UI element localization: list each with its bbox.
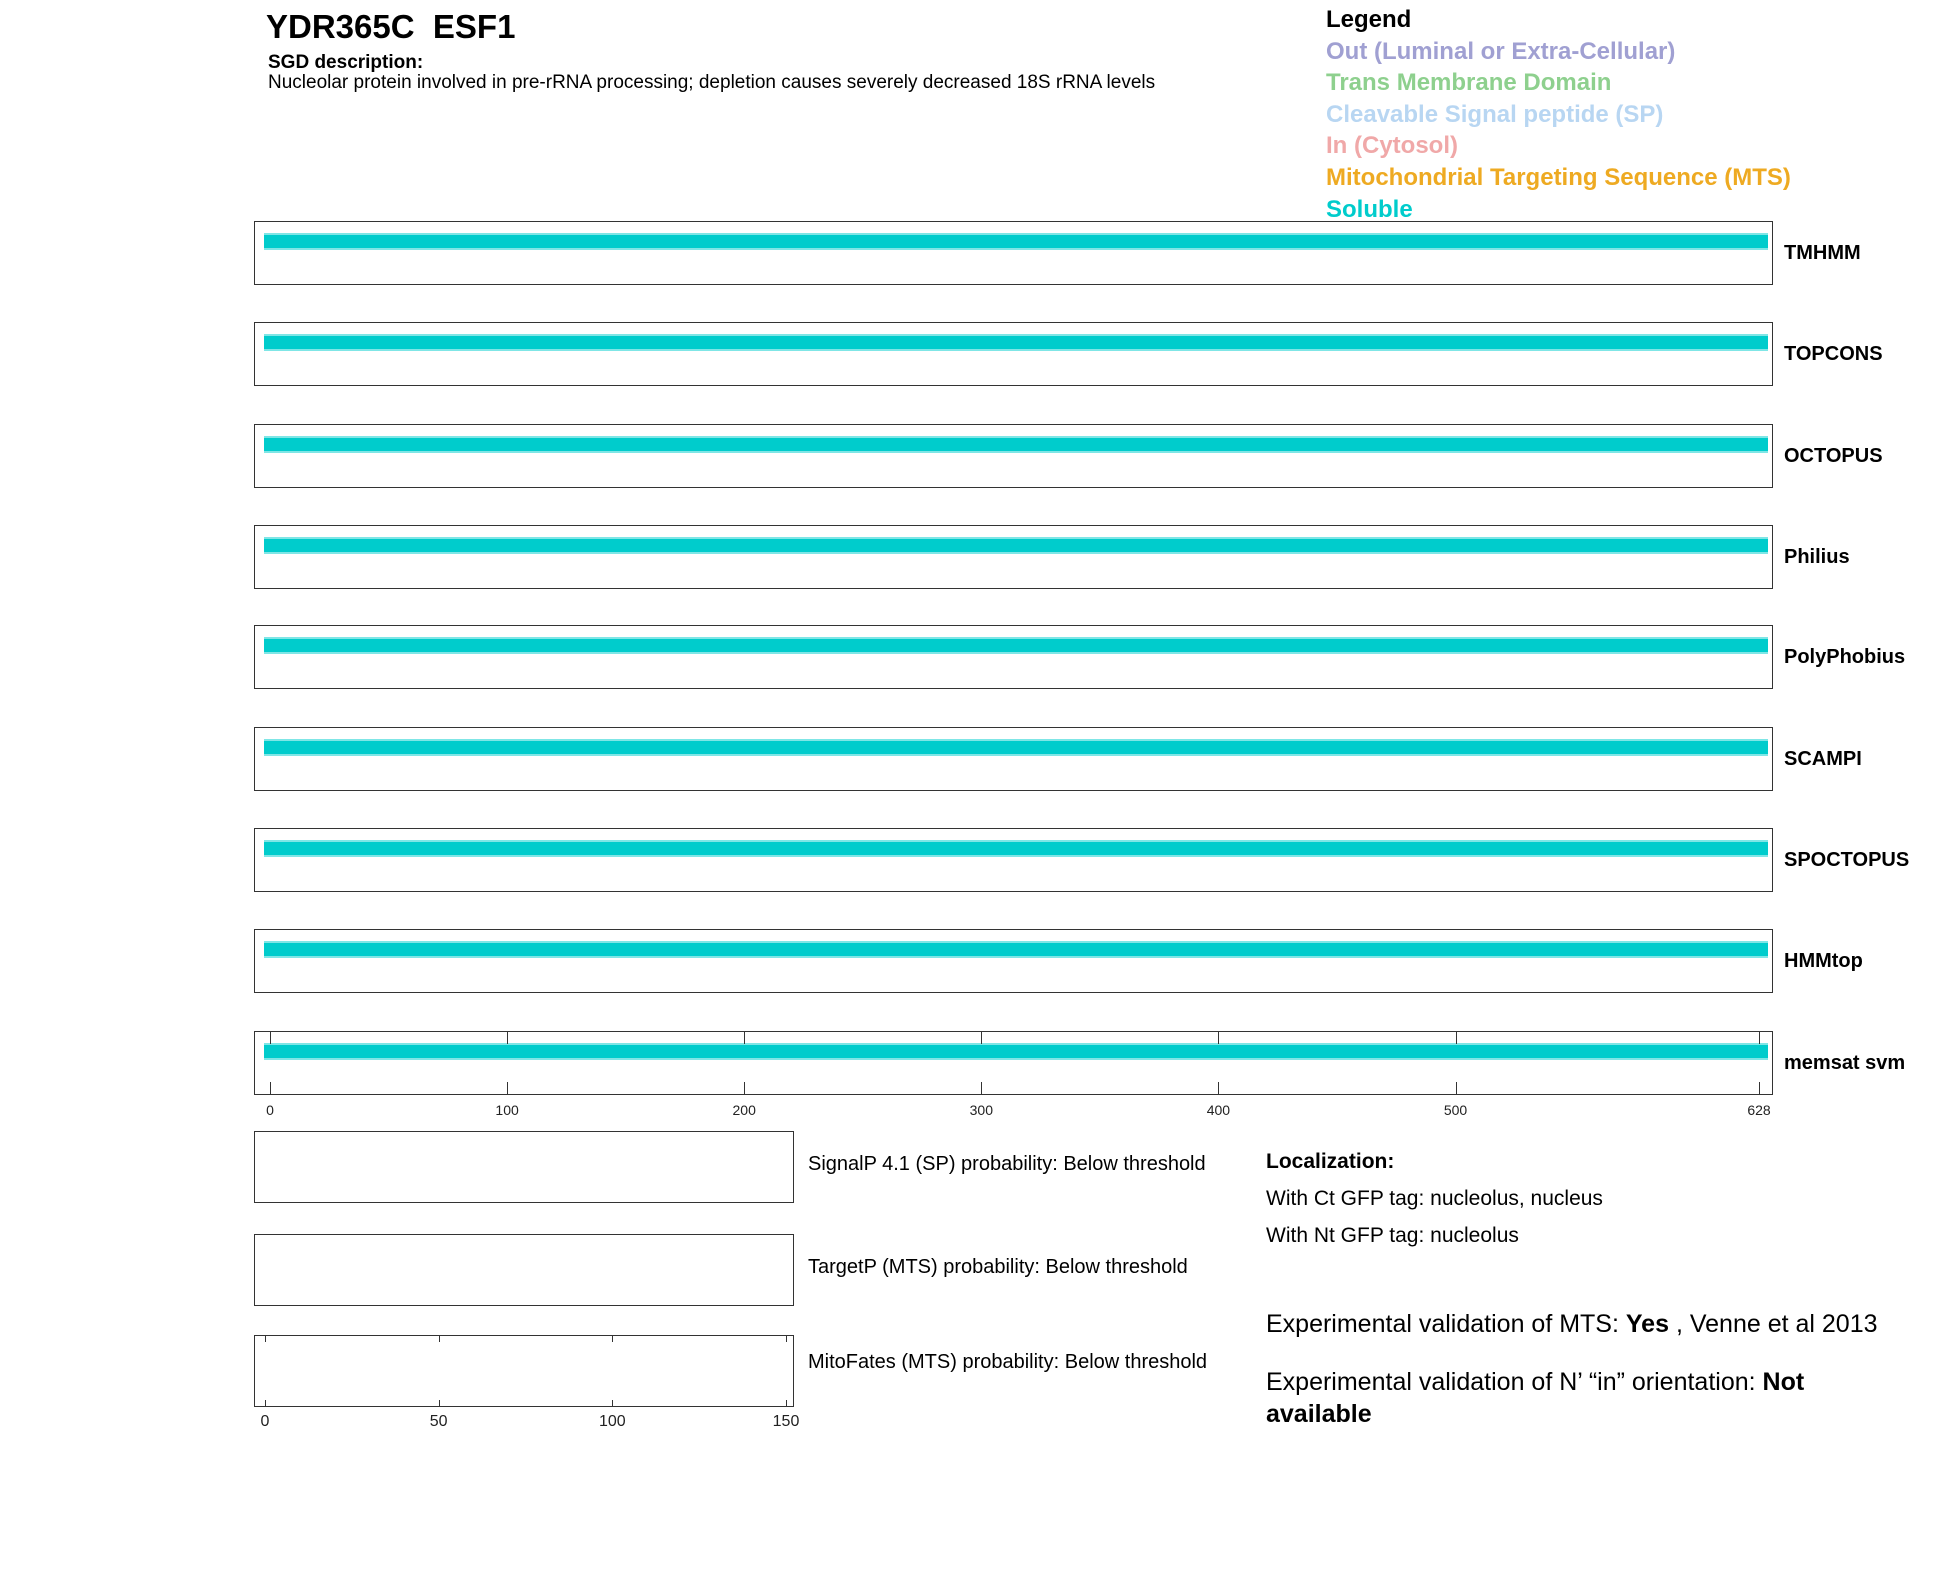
x-tick (981, 1082, 983, 1094)
legend-item: Cleavable Signal peptide (SP) (1326, 100, 1664, 128)
localization-ct: With Ct GFP tag: nucleolus, nucleus (1266, 1187, 1603, 1210)
x-tick (265, 1336, 266, 1342)
x-tick-label: 200 (732, 1102, 756, 1118)
probability-panel (254, 1234, 794, 1306)
probability-label: TargetP (MTS) probability: Below thresho… (808, 1256, 1188, 1278)
track-label: PolyPhobius (1784, 646, 1906, 668)
track-memsat-svm (254, 1031, 1773, 1095)
probability-label: MitoFates (MTS) probability: Below thres… (808, 1351, 1208, 1373)
x-tick (1759, 1032, 1760, 1044)
mts-validation-label: Experimental validation of MTS: (1266, 1310, 1626, 1338)
x-tick (744, 1032, 746, 1044)
track-octopus (254, 424, 1773, 488)
legend-item: Mitochondrial Targeting Sequence (MTS) (1326, 163, 1791, 191)
legend-item: In (Cytosol) (1326, 132, 1458, 160)
track-label: memsat svm (1784, 1052, 1906, 1074)
soluble-segment (264, 537, 1768, 554)
track-topcons (254, 322, 1773, 386)
probability-panel (254, 1131, 794, 1203)
x-tick-label: 0 (266, 1102, 274, 1118)
x-tick (612, 1336, 614, 1342)
localization-nt: With Nt GFP tag: nucleolus (1266, 1224, 1519, 1247)
soluble-segment (264, 1043, 1768, 1060)
x-tick-label: 628 (1747, 1102, 1771, 1118)
track-label: TOPCONS (1784, 343, 1883, 365)
x-tick (507, 1032, 509, 1044)
x-tick-label: 400 (1206, 1102, 1231, 1118)
track-label: TMHMM (1784, 242, 1861, 264)
legend-item: Out (Luminal or Extra-Cellular) (1326, 37, 1676, 65)
nin-validation: Experimental validation of N’ “in” orien… (1266, 1366, 1886, 1430)
legend: Legend Out (Luminal or Extra-Cellular) Tr… (1326, 4, 1791, 225)
x-tick-label: 300 (969, 1102, 993, 1118)
soluble-segment (264, 233, 1768, 250)
nin-validation-value: Not available (1266, 1368, 1805, 1428)
x-tick-label: 50 (429, 1413, 448, 1430)
legend-title: Legend (1326, 6, 1412, 33)
track-spoctopus (254, 828, 1773, 892)
probability-panel (254, 1335, 794, 1407)
x-tick-label: 500 (1443, 1102, 1468, 1118)
track-tmhmm (254, 221, 1773, 285)
localization-heading: Localization: (1266, 1150, 1395, 1173)
mts-validation-value: Yes (1625, 1310, 1669, 1338)
mts-validation: Experimental validation of MTS: Yes , Ve… (1266, 1308, 1886, 1340)
x-tick-label: 0 (260, 1413, 270, 1430)
track-scampi (254, 727, 1773, 791)
x-tick (786, 1336, 787, 1342)
track-label: HMMtop (1784, 950, 1863, 972)
x-tick (1455, 1082, 1457, 1094)
track-label: SPOCTOPUS (1784, 849, 1910, 871)
track-polyphobius (254, 625, 1773, 689)
x-tick (1218, 1082, 1220, 1094)
track-label: OCTOPUS (1784, 445, 1883, 467)
x-tick (507, 1082, 509, 1094)
x-tick (438, 1336, 440, 1342)
soluble-segment (264, 941, 1768, 958)
track-philius (254, 525, 1773, 589)
mts-validation-ref: , Venne et al 2013 (1669, 1310, 1878, 1338)
track-label: Philius (1784, 546, 1850, 568)
legend-item: Soluble (1326, 195, 1413, 223)
x-tick (270, 1032, 271, 1044)
x-tick (438, 1400, 440, 1406)
soluble-segment (264, 436, 1768, 453)
track-label: SCAMPI (1784, 748, 1862, 770)
x-tick-label: 150 (772, 1413, 800, 1430)
x-tick (1455, 1032, 1457, 1044)
x-tick (265, 1400, 266, 1406)
track-hmmtop (254, 929, 1773, 993)
x-tick (1218, 1032, 1220, 1044)
x-tick-label: 100 (598, 1413, 626, 1430)
soluble-segment (264, 334, 1768, 351)
sgd-heading: SGD description: (268, 52, 424, 73)
x-tick-label: 100 (495, 1102, 519, 1118)
x-tick (744, 1082, 746, 1094)
page-title: YDR365C ESF1 (266, 8, 516, 45)
x-tick (786, 1400, 787, 1406)
soluble-segment (264, 637, 1768, 654)
x-tick (270, 1082, 271, 1094)
soluble-segment (264, 739, 1768, 756)
soluble-segment (264, 840, 1768, 857)
x-tick (612, 1400, 614, 1406)
x-tick (1759, 1082, 1760, 1094)
nin-validation-label: Experimental validation of N’ “in” orien… (1266, 1368, 1763, 1396)
probability-label: SignalP 4.1 (SP) probability: Below thre… (808, 1153, 1206, 1175)
x-tick (981, 1032, 983, 1044)
legend-item: Trans Membrane Domain (1326, 69, 1612, 97)
sgd-description: Nucleolar protein involved in pre-rRNA p… (268, 72, 1156, 93)
